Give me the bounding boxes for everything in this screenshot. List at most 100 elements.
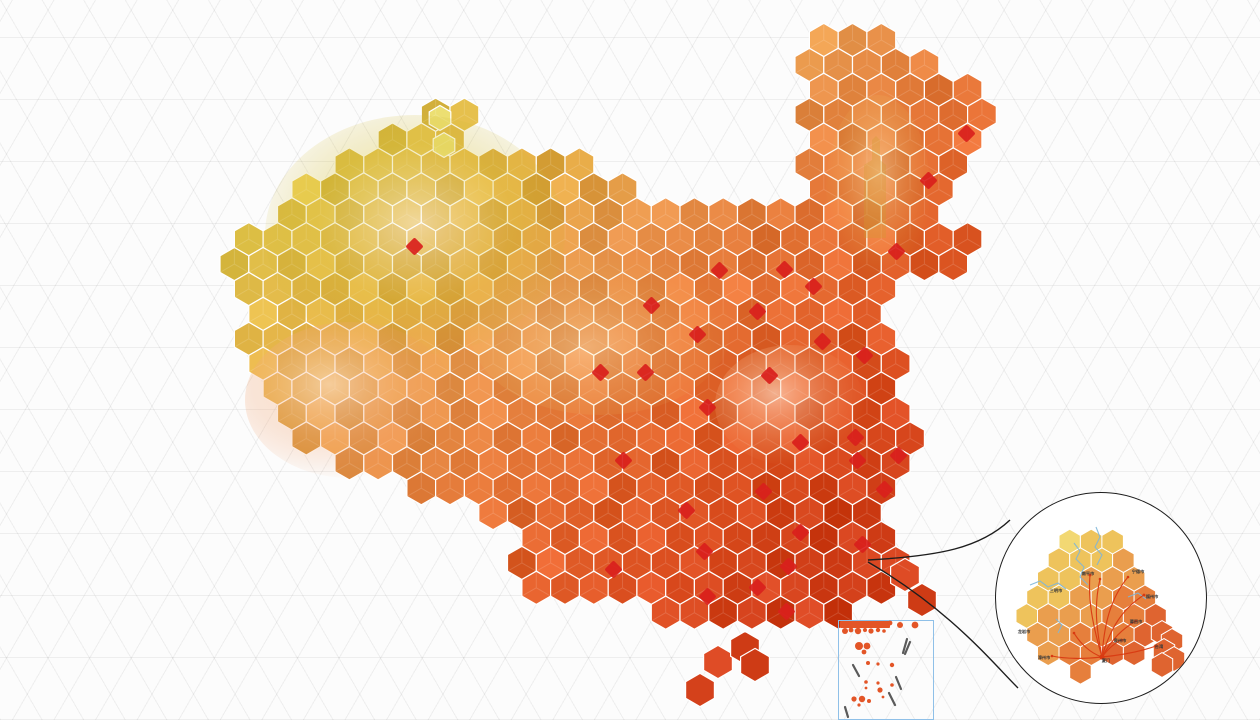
- hex-facet-line: [521, 421, 551, 448]
- hex-facet-line: [895, 421, 925, 448]
- south-china-sea-inset[interactable]: [838, 620, 934, 720]
- hex-facet-line: [866, 421, 896, 448]
- map-hex-tile-island[interactable]: [685, 672, 715, 708]
- hex-facet-line: [751, 322, 781, 348]
- hex-facet-line: [866, 322, 896, 348]
- magnifier-label: 南平市: [1081, 571, 1095, 576]
- hex-facet-line: [823, 247, 853, 273]
- hex-facet-line: [248, 297, 278, 323]
- hex-facet-line: [708, 596, 738, 622]
- magnifier-hex-tile: [1122, 640, 1146, 667]
- hex-facet-line: [708, 496, 738, 522]
- hex-facet-line: [622, 546, 652, 572]
- hex-facet-line: [866, 372, 896, 398]
- hex-facet-line: [751, 272, 781, 298]
- hex-facet-line: [665, 471, 695, 497]
- hex-facet-line: [924, 123, 954, 149]
- hex-facet-line: [579, 172, 609, 199]
- map-hex-tile-island[interactable]: [740, 647, 770, 683]
- hex-facet-line: [507, 446, 537, 473]
- hex-facet-line: [722, 571, 753, 597]
- hex-facet-line: [507, 546, 537, 572]
- hex-facet-line: [866, 23, 896, 49]
- hex-facet-line: [837, 322, 868, 348]
- hex-facet-line: [234, 272, 264, 298]
- hex-facet-line: [449, 396, 480, 423]
- hex-facet-line: [478, 446, 508, 473]
- magnifier-label: 福州市: [1145, 594, 1159, 599]
- hex-facet-line: [593, 197, 623, 224]
- hex-facet-line: [636, 421, 666, 448]
- magnifier-label: 台湾: [1154, 644, 1164, 649]
- hex-facet-line: [722, 222, 753, 248]
- hex-facet-line: [449, 347, 480, 373]
- hex-facet-line: [694, 222, 724, 248]
- hex-facet-line: [521, 571, 551, 597]
- hex-facet-line: [837, 23, 868, 49]
- hex-facet-line: [607, 571, 638, 597]
- hex-facet-line: [967, 98, 997, 124]
- hex-facet-line: [550, 521, 580, 547]
- map-hex-tile[interactable]: [938, 246, 969, 282]
- hex-facet-line: [679, 446, 710, 473]
- hex-facet-line: [636, 222, 666, 248]
- hex-facet-line: [780, 571, 810, 597]
- hex-facet-line: [550, 471, 580, 497]
- hex-facet-line: [780, 471, 810, 497]
- hex-facet-line: [651, 596, 681, 622]
- magnifier-hex-tile: [1069, 658, 1092, 685]
- hex-facet-line: [881, 48, 911, 74]
- hex-facet-line: [234, 322, 264, 348]
- hex-facet-line: [837, 471, 868, 497]
- hex-facet-line: [895, 73, 925, 99]
- hex-facet-line: [751, 222, 781, 248]
- hex-facet-line: [852, 496, 882, 522]
- hex-facet-line: [651, 546, 681, 572]
- hex-facet-line: [924, 222, 954, 248]
- hex-facet-line: [694, 421, 724, 448]
- hex-facet-line: [766, 496, 796, 522]
- hex-facet-line: [881, 396, 911, 423]
- hex-facet-line: [737, 197, 767, 224]
- hex-facet-line: [737, 247, 767, 273]
- hex-facet-line: [794, 546, 825, 572]
- hex-facet-line: [219, 247, 250, 273]
- hex-facet-line: [809, 471, 839, 497]
- hex-facet-line: [550, 421, 580, 448]
- hex-facet-line: [852, 297, 882, 323]
- hex-facet-line: [536, 446, 566, 473]
- hex-facet-line: [636, 521, 666, 547]
- hex-facet-line: [435, 471, 465, 497]
- hex-facet-line: [536, 496, 566, 522]
- magnifier-hex-map: [1015, 526, 1186, 685]
- hex-facet-line: [579, 471, 609, 497]
- hex-facet-line: [607, 421, 638, 448]
- hex-facet-line: [492, 421, 523, 448]
- hex-facet-line: [622, 446, 652, 473]
- sea-inset-graphics: [840, 621, 919, 719]
- hex-facet-line: [837, 272, 868, 298]
- hex-facet-line: [665, 521, 695, 547]
- hex-facet-line: [679, 197, 710, 224]
- map-hex-tile-island[interactable]: [907, 582, 937, 618]
- hex-facet-line: [737, 496, 767, 522]
- hex-facet-line: [737, 596, 767, 622]
- fujian-detail-magnifier[interactable]: 南平市 宁德市 三明市 福州市 莆田市 龙岩市 泉州市 台湾 漳州市 厦门: [995, 492, 1207, 704]
- hex-facet-line: [478, 496, 508, 522]
- hex-facet-line: [607, 172, 638, 199]
- hex-facet-line: [449, 446, 480, 473]
- hex-facet-line: [694, 471, 724, 497]
- magnifier-label: 泉州市: [1113, 638, 1127, 643]
- hex-facet-line: [421, 446, 451, 473]
- hex-facet-line: [435, 421, 465, 448]
- hex-facet-line: [823, 496, 853, 522]
- hex-facet-line: [636, 471, 666, 497]
- hex-facet-line: [952, 73, 983, 99]
- magnifier-label: 龙岩市: [1017, 629, 1031, 634]
- hex-facet-line: [464, 471, 494, 497]
- hex-facet-line: [722, 521, 753, 547]
- map-hex-tile-island[interactable]: [890, 557, 920, 593]
- hex-facet-line: [507, 396, 537, 423]
